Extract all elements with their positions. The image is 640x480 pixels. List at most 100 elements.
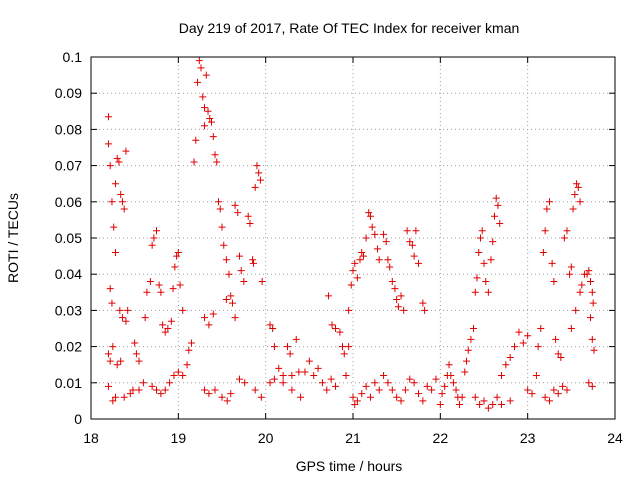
data-point: [161, 328, 169, 336]
data-point: [218, 393, 226, 401]
y-tick-label: 0.05: [55, 230, 82, 246]
data-point: [590, 346, 598, 354]
data-point: [436, 401, 444, 409]
data-point: [190, 158, 198, 166]
data-point: [359, 252, 367, 260]
data-point: [368, 223, 376, 231]
data-point: [257, 393, 265, 401]
data-point: [150, 234, 158, 242]
data-point: [524, 386, 532, 394]
data-point: [489, 238, 497, 246]
data-point: [253, 162, 261, 170]
data-point: [587, 277, 595, 285]
data-point: [441, 382, 449, 390]
data-point: [566, 270, 574, 278]
data-point: [576, 198, 584, 206]
data-point: [146, 277, 154, 285]
data-point: [122, 317, 130, 325]
data-point: [314, 364, 322, 372]
data-point: [126, 390, 134, 398]
data-point: [118, 198, 126, 206]
data-point: [461, 368, 469, 376]
data-point: [220, 241, 228, 249]
data-point: [164, 325, 172, 332]
data-point: [388, 277, 396, 285]
data-point: [362, 382, 370, 390]
data-point: [587, 314, 595, 322]
data-point: [174, 368, 182, 376]
data-point: [548, 259, 556, 267]
data-point: [585, 267, 593, 275]
data-point: [365, 209, 373, 217]
data-point: [588, 335, 596, 343]
data-point: [170, 372, 178, 380]
data-point: [423, 382, 431, 390]
data-point: [519, 339, 527, 347]
data-point: [578, 281, 586, 289]
data-point: [552, 335, 560, 343]
data-point: [173, 252, 181, 260]
data-point: [179, 306, 187, 314]
data-point: [506, 397, 514, 405]
data-point: [394, 303, 402, 311]
data-point: [104, 140, 112, 148]
data-point: [393, 296, 401, 304]
data-point: [141, 314, 149, 322]
data-point: [111, 248, 119, 256]
data-point: [258, 277, 266, 285]
data-point: [393, 393, 401, 401]
data-point: [415, 390, 422, 398]
data-point: [305, 357, 313, 365]
data-point: [473, 274, 481, 282]
data-point: [572, 306, 580, 314]
data-point: [199, 93, 207, 101]
data-point: [106, 357, 114, 365]
data-point: [129, 386, 137, 394]
x-tick-label: 23: [520, 430, 536, 446]
data-point: [496, 220, 504, 228]
data-point: [464, 346, 472, 354]
data-point: [356, 256, 364, 264]
data-point: [318, 379, 326, 387]
data-point: [228, 299, 236, 307]
data-point: [588, 288, 596, 296]
data-point: [375, 386, 383, 394]
data-point: [401, 386, 409, 394]
data-point: [157, 390, 165, 398]
data-point: [388, 386, 396, 394]
data-point: [489, 401, 497, 409]
data-point: [478, 227, 486, 235]
data-point: [560, 234, 568, 242]
data-point: [506, 353, 514, 361]
data-point: [339, 343, 347, 351]
data-point: [410, 252, 418, 260]
data-point: [275, 364, 283, 372]
data-point: [371, 230, 379, 238]
x-tick-label: 21: [345, 430, 361, 446]
data-point: [415, 259, 422, 267]
data-point: [546, 198, 553, 206]
data-point: [541, 227, 549, 235]
data-point: [380, 230, 388, 238]
data-point: [270, 343, 278, 351]
data-point: [537, 325, 545, 332]
data-point: [336, 328, 344, 336]
data-point: [546, 397, 553, 405]
data-point: [471, 393, 479, 401]
data-point: [397, 292, 405, 300]
data-point: [113, 361, 121, 369]
x-axis: 18 19 20 21 22 23 24: [83, 57, 623, 446]
data-point: [120, 205, 128, 213]
data-point: [167, 317, 175, 325]
y-tick-label: 0.04: [55, 266, 82, 282]
data-point: [576, 288, 584, 296]
data-point: [194, 78, 202, 86]
data-point: [218, 223, 226, 231]
data-point: [539, 248, 547, 256]
data-point: [452, 386, 460, 394]
data-point: [470, 325, 478, 332]
data-point: [563, 227, 571, 235]
data-point: [502, 361, 510, 369]
data-point: [104, 350, 112, 358]
data-point: [554, 390, 562, 398]
